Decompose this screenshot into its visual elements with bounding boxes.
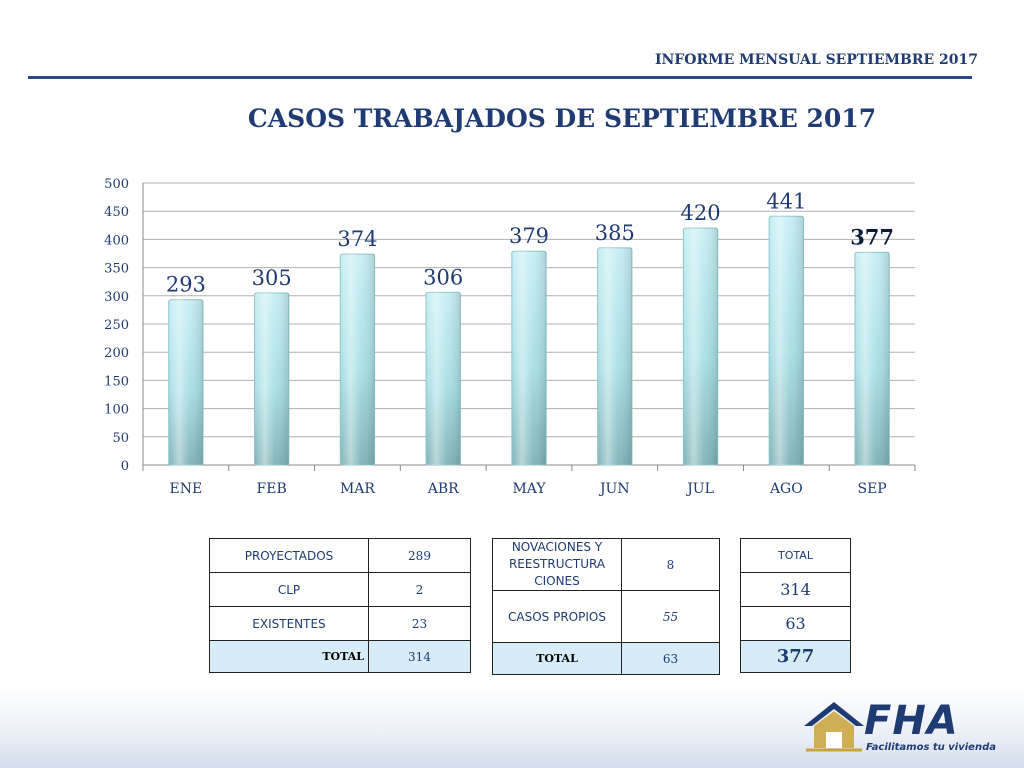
table-label-cell: NOVACIONES Y REESTRUCTURA CIONES (492, 538, 622, 591)
table-label-cell: CLP (209, 572, 369, 607)
x-tick-label: MAY (512, 481, 546, 497)
renewals-table: NOVACIONES Y REESTRUCTURA CIONES 8 CASOS… (492, 538, 720, 675)
y-tick-label: 400 (104, 233, 129, 248)
header-divider (28, 76, 972, 79)
y-tick-label: 500 (104, 177, 129, 192)
table-value-cell: 8 (621, 538, 720, 591)
table-label-cell: PROYECTADOS (209, 538, 369, 573)
data-label: 385 (595, 221, 635, 245)
y-tick-label: 300 (104, 290, 129, 305)
slide-title: CASOS TRABAJADOS DE SEPTIEMBRE 2017 (247, 104, 877, 133)
house-logo-icon (804, 702, 864, 752)
y-tick-label: 350 (104, 262, 129, 277)
table-label-cell: CASOS PROPIOS (492, 590, 622, 643)
table-total-label: TOTAL (492, 642, 622, 675)
bar-shine (683, 228, 718, 465)
x-tick-label: ABR (427, 481, 459, 497)
x-tick-label: SEP (857, 481, 886, 497)
table-total-value: 314 (368, 640, 471, 673)
y-tick-label: 150 (104, 374, 129, 389)
y-tick-label: 100 (104, 403, 129, 418)
projected-cases-table: PROYECTADOS 289 CLP 2 EXISTENTES 23 TOTA… (209, 538, 471, 673)
table-value-cell: 55 (621, 590, 720, 643)
total-header: TOTAL (740, 538, 851, 573)
total-value-cell: 314 (740, 572, 851, 607)
y-tick-label: 200 (104, 346, 129, 361)
grand-total-value: 377 (740, 640, 851, 673)
x-tick-label: JUN (598, 481, 630, 497)
bar-shine (769, 216, 804, 465)
bar-shine (168, 299, 204, 465)
table-value-cell: 2 (368, 572, 471, 607)
bar-chart: 0 50 100 150 200 250 300 350 400 450 500 293 ENE 305 F… (104, 177, 916, 497)
data-label: 441 (766, 189, 806, 213)
logo-wordmark: FHA (864, 698, 959, 744)
table-value-cell: 289 (368, 538, 471, 573)
data-label: 379 (509, 224, 549, 248)
data-label: 374 (337, 227, 377, 251)
x-tick-label: MAR (340, 481, 375, 497)
bar-shine (254, 292, 289, 465)
y-tick-label: 450 (104, 205, 129, 220)
table-total-value: 63 (621, 642, 720, 675)
table-label-cell: EXISTENTES (209, 606, 369, 641)
data-label: 305 (252, 266, 292, 290)
y-tick-label: 50 (112, 431, 129, 446)
grand-total-table: TOTAL 314 63 377 (740, 538, 851, 673)
data-label: 293 (166, 273, 206, 297)
data-label: 377 (850, 224, 894, 249)
data-label: 306 (423, 265, 463, 289)
bar-shine (511, 251, 547, 465)
total-value-cell: 63 (740, 606, 851, 641)
x-tick-label: ENE (170, 481, 203, 497)
bar-shine (854, 252, 890, 465)
x-tick-label: FEB (257, 481, 287, 497)
report-header-title: INFORME MENSUAL SEPTIEMBRE 2017 (654, 52, 978, 68)
table-value-cell: 23 (368, 606, 471, 641)
bar-shine (340, 254, 375, 465)
y-tick-label: 0 (121, 459, 129, 474)
x-tick-label: AGO (769, 481, 803, 497)
x-tick-label: JUL (685, 481, 714, 497)
bar-shine (597, 247, 632, 465)
table-total-label: TOTAL (209, 640, 369, 673)
data-label: 420 (681, 201, 721, 225)
logo-slogan: Facilitamos tu vivienda (866, 742, 996, 753)
y-tick-label: 250 (104, 318, 129, 333)
bar-shine (426, 292, 461, 465)
